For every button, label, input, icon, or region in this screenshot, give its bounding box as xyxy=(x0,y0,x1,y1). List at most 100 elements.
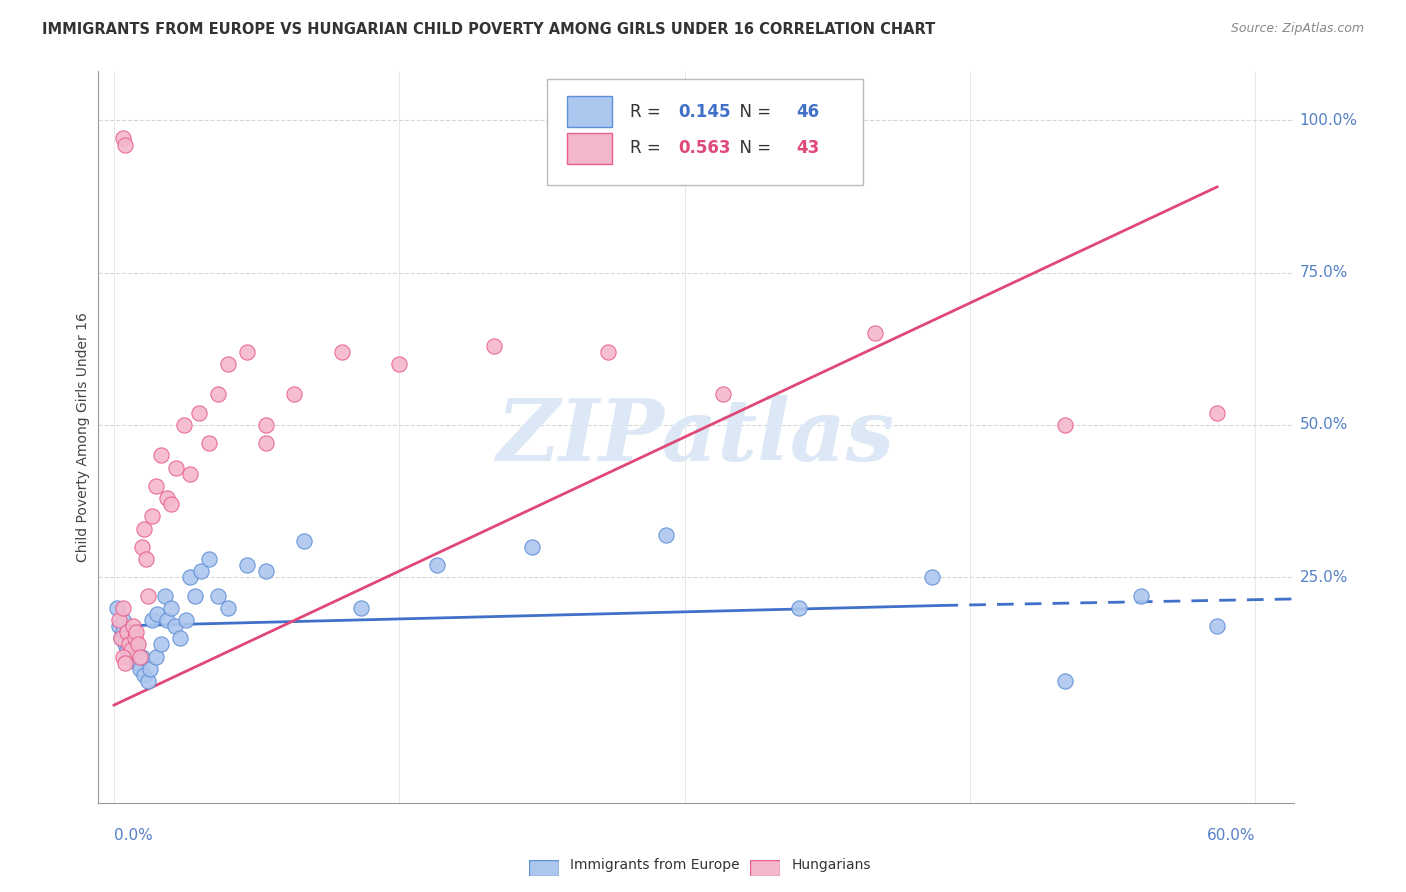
Point xyxy=(125,625,148,640)
Point xyxy=(426,558,449,573)
Point xyxy=(217,600,239,615)
Point xyxy=(132,667,155,681)
Point xyxy=(921,570,943,584)
Point xyxy=(121,625,143,640)
Point xyxy=(114,137,136,152)
Point xyxy=(711,387,734,401)
Text: 43: 43 xyxy=(796,139,820,157)
Point xyxy=(141,613,163,627)
Point xyxy=(120,632,142,646)
Text: 60.0%: 60.0% xyxy=(1206,828,1256,843)
Text: 75.0%: 75.0% xyxy=(1299,265,1348,280)
Text: 50.0%: 50.0% xyxy=(1299,417,1348,433)
Point xyxy=(118,649,141,664)
Text: 0.145: 0.145 xyxy=(678,103,731,120)
Point xyxy=(654,527,676,541)
Point xyxy=(330,344,353,359)
Text: Hungarians: Hungarians xyxy=(792,858,872,872)
Point xyxy=(159,600,181,615)
Point xyxy=(1054,673,1077,688)
Point xyxy=(112,131,135,145)
Point xyxy=(127,656,149,670)
Point xyxy=(146,607,169,621)
Point xyxy=(254,564,277,578)
Point xyxy=(131,649,153,664)
Point xyxy=(156,491,179,505)
Point xyxy=(131,540,153,554)
Text: Immigrants from Europe: Immigrants from Europe xyxy=(571,858,740,872)
Point xyxy=(598,344,620,359)
Point xyxy=(112,649,135,664)
Point xyxy=(1206,406,1229,420)
Point xyxy=(115,625,138,640)
Point xyxy=(145,479,167,493)
Point xyxy=(283,387,305,401)
Point xyxy=(125,637,148,651)
Point xyxy=(198,552,221,566)
Point xyxy=(107,600,129,615)
Y-axis label: Child Poverty Among Girls Under 16: Child Poverty Among Girls Under 16 xyxy=(76,312,90,562)
Point xyxy=(115,643,138,657)
Text: Source: ZipAtlas.com: Source: ZipAtlas.com xyxy=(1230,22,1364,36)
FancyBboxPatch shape xyxy=(567,133,613,163)
Point xyxy=(188,406,211,420)
Point xyxy=(136,673,159,688)
Point xyxy=(1130,589,1153,603)
Point xyxy=(198,436,221,450)
Text: 0.0%: 0.0% xyxy=(114,828,152,843)
Point xyxy=(136,589,159,603)
Text: 100.0%: 100.0% xyxy=(1299,112,1358,128)
Point xyxy=(108,613,131,627)
Point xyxy=(350,600,373,615)
Text: N =: N = xyxy=(730,139,776,157)
Point xyxy=(132,521,155,535)
Point xyxy=(135,552,157,566)
Point xyxy=(110,632,132,646)
Text: R =: R = xyxy=(630,103,666,120)
Point xyxy=(236,558,259,573)
Point xyxy=(108,619,131,633)
Point xyxy=(118,637,141,651)
Point xyxy=(156,613,179,627)
Point xyxy=(236,344,259,359)
Text: N =: N = xyxy=(730,103,776,120)
Point xyxy=(139,662,162,676)
Text: R =: R = xyxy=(630,139,666,157)
Text: 0.563: 0.563 xyxy=(678,139,731,157)
Point xyxy=(1054,417,1077,432)
Point xyxy=(787,600,810,615)
Text: 25.0%: 25.0% xyxy=(1299,570,1348,585)
Text: IMMIGRANTS FROM EUROPE VS HUNGARIAN CHILD POVERTY AMONG GIRLS UNDER 16 CORRELATI: IMMIGRANTS FROM EUROPE VS HUNGARIAN CHIL… xyxy=(42,22,935,37)
Point xyxy=(522,540,544,554)
Point xyxy=(207,387,229,401)
Point xyxy=(127,637,149,651)
Point xyxy=(120,643,142,657)
Point xyxy=(179,467,201,481)
Point xyxy=(159,497,181,511)
Point xyxy=(190,564,212,578)
Point xyxy=(388,357,411,371)
Point xyxy=(129,662,152,676)
Point xyxy=(112,613,135,627)
Point xyxy=(150,448,173,462)
FancyBboxPatch shape xyxy=(567,96,613,127)
Point xyxy=(292,533,315,548)
Point xyxy=(112,600,135,615)
Point xyxy=(254,436,277,450)
Point xyxy=(173,417,195,432)
Point xyxy=(165,460,187,475)
Point xyxy=(114,656,136,670)
Point xyxy=(145,649,167,664)
Point xyxy=(174,613,197,627)
Point xyxy=(124,643,146,657)
FancyBboxPatch shape xyxy=(547,78,863,185)
Text: 46: 46 xyxy=(796,103,820,120)
Point xyxy=(114,637,136,651)
Point xyxy=(141,509,163,524)
Point xyxy=(153,589,176,603)
Point xyxy=(110,632,132,646)
Point xyxy=(124,632,146,646)
Text: ZIPatlas: ZIPatlas xyxy=(496,395,896,479)
Point xyxy=(121,619,143,633)
Point xyxy=(1206,619,1229,633)
